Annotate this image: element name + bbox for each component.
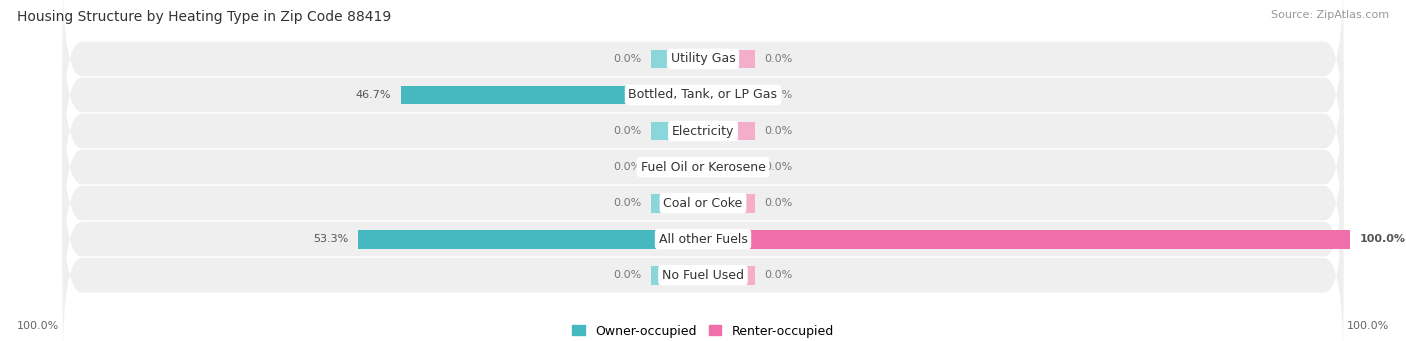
Bar: [651, 122, 703, 140]
Bar: [703, 194, 755, 212]
Text: 46.7%: 46.7%: [356, 90, 391, 100]
FancyBboxPatch shape: [63, 76, 1343, 258]
Text: 100.0%: 100.0%: [1347, 321, 1389, 331]
Bar: [651, 194, 703, 212]
Text: 100.0%: 100.0%: [17, 321, 59, 331]
Bar: [651, 266, 703, 285]
Text: 0.0%: 0.0%: [613, 270, 641, 280]
Bar: [703, 49, 755, 68]
Text: Housing Structure by Heating Type in Zip Code 88419: Housing Structure by Heating Type in Zip…: [17, 10, 391, 24]
Text: 100.0%: 100.0%: [1360, 234, 1406, 244]
FancyBboxPatch shape: [63, 112, 1343, 294]
FancyBboxPatch shape: [63, 4, 1343, 186]
Bar: [703, 266, 755, 285]
Bar: [651, 49, 703, 68]
Bar: [703, 158, 755, 176]
Text: 0.0%: 0.0%: [613, 126, 641, 136]
Text: 0.0%: 0.0%: [765, 90, 793, 100]
Text: Electricity: Electricity: [672, 124, 734, 137]
Bar: [703, 86, 755, 104]
FancyBboxPatch shape: [63, 184, 1343, 341]
Text: Coal or Coke: Coal or Coke: [664, 197, 742, 210]
Text: 53.3%: 53.3%: [314, 234, 349, 244]
Legend: Owner-occupied, Renter-occupied: Owner-occupied, Renter-occupied: [568, 320, 838, 341]
Text: 0.0%: 0.0%: [765, 198, 793, 208]
Text: 0.0%: 0.0%: [613, 54, 641, 64]
FancyBboxPatch shape: [63, 0, 1343, 150]
Text: All other Fuels: All other Fuels: [658, 233, 748, 246]
Text: Fuel Oil or Kerosene: Fuel Oil or Kerosene: [641, 161, 765, 174]
Text: No Fuel Used: No Fuel Used: [662, 269, 744, 282]
FancyBboxPatch shape: [63, 148, 1343, 330]
Text: 0.0%: 0.0%: [613, 162, 641, 172]
FancyBboxPatch shape: [63, 40, 1343, 222]
Text: 0.0%: 0.0%: [765, 54, 793, 64]
Text: Bottled, Tank, or LP Gas: Bottled, Tank, or LP Gas: [628, 89, 778, 102]
Text: 0.0%: 0.0%: [613, 198, 641, 208]
Bar: [401, 86, 703, 104]
Text: 0.0%: 0.0%: [765, 270, 793, 280]
Bar: [359, 230, 703, 249]
Bar: [703, 122, 755, 140]
Text: Utility Gas: Utility Gas: [671, 53, 735, 65]
Bar: [651, 158, 703, 176]
Bar: [703, 230, 1350, 249]
Text: 0.0%: 0.0%: [765, 126, 793, 136]
Text: 0.0%: 0.0%: [765, 162, 793, 172]
Text: Source: ZipAtlas.com: Source: ZipAtlas.com: [1271, 10, 1389, 20]
